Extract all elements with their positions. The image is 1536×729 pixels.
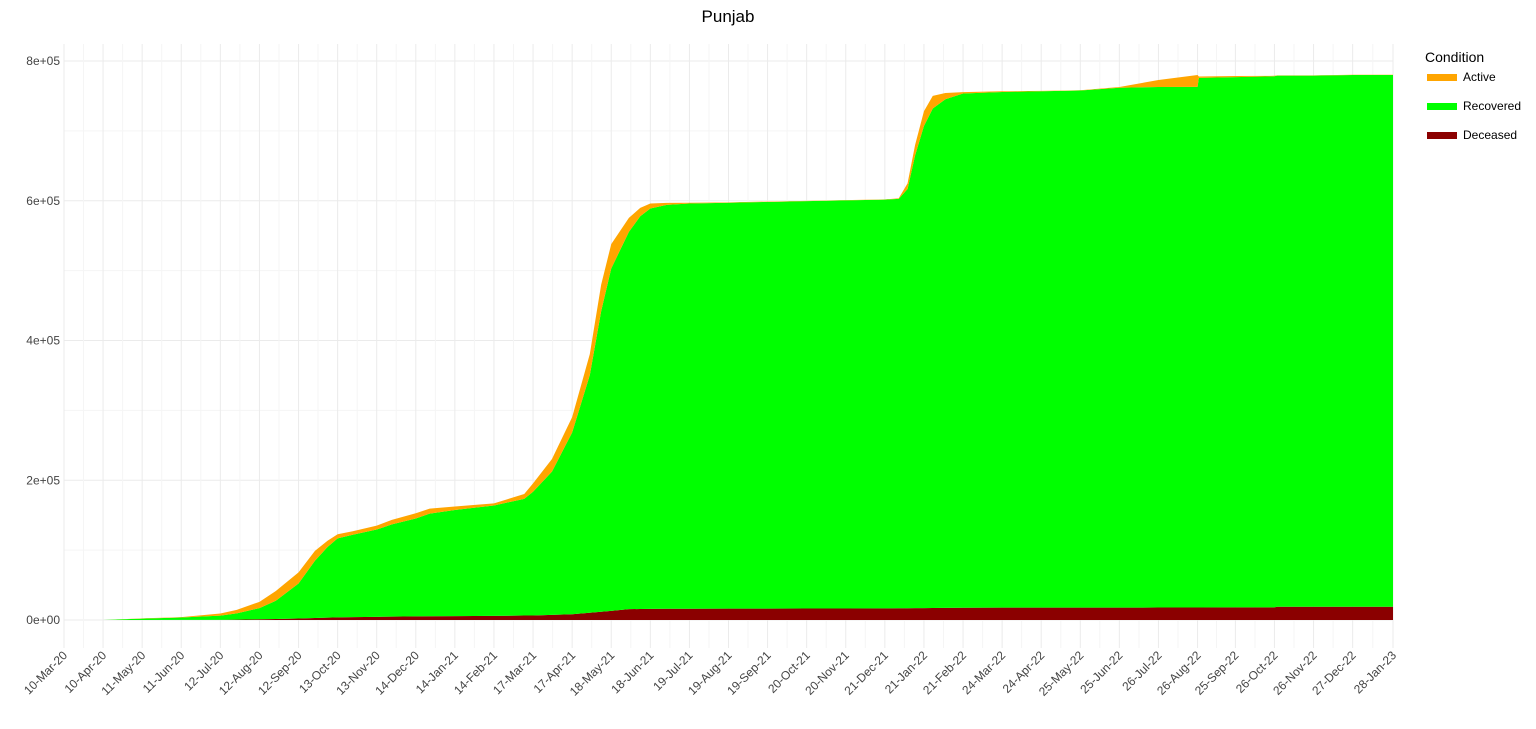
legend-swatch-deceased — [1427, 132, 1457, 139]
x-tick-label: 28-Jan-23 — [1351, 648, 1399, 696]
x-tick-label: 17-Mar-21 — [490, 648, 539, 697]
legend-label-recovered: Recovered — [1463, 99, 1521, 113]
y-tick-label: 0e+00 — [26, 613, 60, 627]
x-tick-label: 18-Jun-21 — [608, 648, 656, 696]
legend-title: Condition — [1425, 49, 1484, 65]
y-tick-label: 8e+05 — [26, 54, 60, 68]
x-axis: 10-Mar-2010-Apr-2011-May-2011-Jun-2012-J… — [21, 648, 1399, 699]
y-axis: 0e+00 2e+05 4e+05 6e+05 8e+05 — [26, 54, 60, 627]
x-tick-label: 25-Jun-22 — [1077, 648, 1125, 696]
legend-swatch-active — [1427, 74, 1457, 81]
x-tick-label: 24-Mar-22 — [959, 648, 1008, 697]
chart-title: Punjab — [702, 7, 755, 26]
area-deceased — [64, 606, 1393, 620]
legend-swatch-recovered — [1427, 103, 1457, 110]
legend-label-deceased: Deceased — [1463, 128, 1517, 142]
y-tick-label: 4e+05 — [26, 334, 60, 348]
legend: Condition Active Recovered Deceased — [1425, 49, 1521, 142]
y-tick-label: 2e+05 — [26, 473, 60, 487]
legend-label-active: Active — [1463, 70, 1496, 84]
x-tick-label: 11-Jun-20 — [140, 648, 188, 696]
area-series-group — [64, 74, 1393, 621]
area-recovered — [64, 74, 1393, 621]
y-tick-label: 6e+05 — [26, 194, 60, 208]
x-tick-label: 10-Mar-20 — [21, 648, 70, 697]
